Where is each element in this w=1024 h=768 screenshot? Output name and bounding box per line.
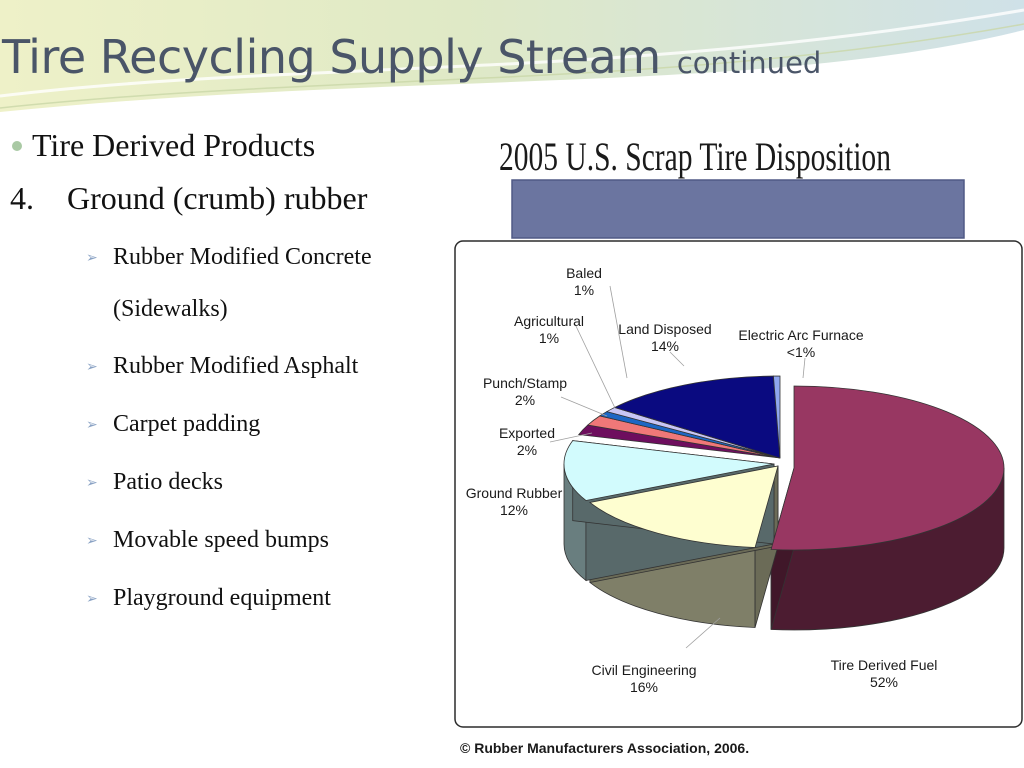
- label-leader-line: [549, 432, 593, 443]
- pie-slices: [563, 375, 1005, 631]
- item-text: Ground (crumb) rubber: [67, 180, 368, 216]
- sub-item: ➢ Movable speed bumps: [86, 527, 329, 554]
- sub-item: ➢ Playground equipment: [86, 585, 331, 612]
- pie-label-tire-derived-fuel: Tire Derived Fuel 52%: [831, 657, 938, 690]
- pie-chart-figure: 2005 U.S. Scrap Tire Disposition Tire De…: [450, 118, 1024, 768]
- arrow-bullet-icon: ➢: [86, 418, 98, 433]
- chart-title-banner: [511, 179, 965, 239]
- sub-item: ➢ Rubber Modified Concrete: [86, 244, 372, 271]
- pie-slice-electric-arc-furnace: [773, 375, 781, 459]
- sub-item-text: Rubber Modified Asphalt: [113, 353, 359, 379]
- arrow-bullet-icon: ➢: [86, 360, 98, 375]
- sub-item-continuation: (Sidewalks): [113, 296, 228, 322]
- pie-label-ground-rubber: Ground Rubber 12%: [466, 485, 563, 518]
- bullet-tire-derived-products: Tire Derived Products: [12, 127, 315, 164]
- item-number: 4.: [10, 180, 34, 216]
- bullet-dot-icon: [12, 140, 22, 151]
- label-leader-line: [609, 285, 628, 379]
- sub-item-text: Carpet padding: [113, 411, 261, 437]
- arrow-bullet-icon: ➢: [86, 534, 98, 549]
- label-leader-line: [669, 351, 685, 367]
- pie-label-punch-stamp: Punch/Stamp 2%: [483, 375, 567, 408]
- pie-slice-tire-derived-fuel: [770, 385, 1005, 551]
- pie-slice-ground-rubber: [563, 440, 775, 501]
- pie-label-electric-arc-furnace: Electric Arc Furnace <1%: [738, 327, 863, 360]
- sub-item: ➢ Carpet padding: [86, 411, 260, 438]
- sub-item: ➢ Rubber Modified Asphalt: [86, 353, 358, 380]
- pie-labels: Tire Derived Fuel 52% Civil Engineering 16%…: [466, 265, 938, 695]
- label-leader-line: [802, 357, 806, 379]
- label-leader-line: [560, 396, 608, 417]
- title-background-swoosh: [0, 0, 1024, 112]
- slide-title-suffix: continued: [676, 46, 822, 80]
- slide-title: Tire Recycling Supply Stream continued: [2, 30, 821, 84]
- chart-source: © Rubber Manufacturers Association, 2006…: [460, 740, 749, 756]
- pie-label-baled: Baled 1%: [566, 265, 602, 298]
- pie-slice-civil-engineering: [588, 465, 779, 548]
- pie-slice-land-disposed: [613, 375, 781, 459]
- arrow-bullet-icon: ➢: [86, 251, 98, 266]
- pie-label-civil-engineering: Civil Engineering 16%: [591, 662, 696, 695]
- label-leader-line: [574, 323, 616, 409]
- slide-title-main: Tire Recycling Supply Stream: [2, 30, 661, 84]
- sub-item-text: Rubber Modified Concrete: [113, 244, 372, 270]
- bullet-text: Tire Derived Products: [32, 127, 316, 163]
- label-leader-line: [685, 617, 721, 649]
- pie-label-agricultural: Agricultural 1%: [514, 313, 584, 346]
- sub-item-text: Patio decks: [113, 469, 223, 495]
- pie-label-exported: Exported 2%: [499, 425, 555, 458]
- chart-title: 2005 U.S. Scrap Tire Disposition: [499, 135, 891, 180]
- pie-chart-svg: 2005 U.S. Scrap Tire Disposition Tire De…: [450, 118, 1024, 768]
- sub-item-text: Movable speed bumps: [113, 527, 329, 553]
- numbered-item-ground-rubber: 4. Ground (crumb) rubber: [10, 180, 367, 217]
- sub-item-text: Playground equipment: [113, 585, 331, 611]
- pie-label-land-disposed: Land Disposed 14%: [618, 321, 711, 354]
- arrow-bullet-icon: ➢: [86, 476, 98, 491]
- bullet-list: Tire Derived Products 4. Ground (crumb) r…: [0, 0, 455, 768]
- arrow-bullet-icon: ➢: [86, 592, 98, 607]
- sub-item: ➢ Patio decks: [86, 469, 223, 496]
